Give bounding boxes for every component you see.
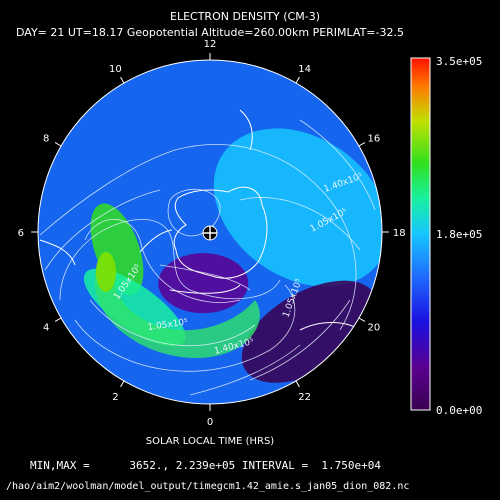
colorbar [410,57,431,411]
local-time-tick [358,142,366,147]
coastline [39,239,76,266]
local-time-label: 0 [207,417,213,428]
coastline [173,186,268,279]
contour-line [89,299,256,347]
contour-line [239,197,361,251]
density-peak [96,252,116,292]
local-time-tick [358,317,366,322]
density-region-dayside-high [213,128,382,287]
local-time-label: 6 [18,228,24,239]
local-time-labels: 12 14 16 18 20 22 0 2 4 6 8 10 [18,39,406,428]
local-time-tick [54,142,62,147]
density-region-polar-cap-low [158,253,249,314]
local-time-tick [120,76,125,84]
local-time-label: 22 [298,392,311,403]
chart-subtitle: DAY= 21 UT=18.17 Geopotential Altitude=2… [16,26,404,39]
local-time-label: 4 [43,323,49,334]
density-field [83,128,382,383]
file-path: /hao/aim2/woolman/model_output/timegcm1.… [6,481,409,492]
contour-line [159,264,251,291]
contour-line [59,219,281,301]
local-time-label: 14 [298,64,311,75]
local-time-tick [54,317,62,322]
local-time-tick [120,380,125,388]
local-time-label: 12 [204,39,217,50]
local-time-tick [295,76,300,84]
minmax-readout: MIN,MAX = 3652., 2.239e+05 INTERVAL = 1.… [30,459,381,472]
chart-title: ELECTRON DENSITY (CM-3) [170,10,320,23]
local-time-label: 10 [109,64,122,75]
contour-line [44,189,161,271]
contour-line [84,218,241,303]
local-time-tick [295,380,300,388]
local-time-label: 2 [112,392,118,403]
pole-marker [202,225,218,241]
contour-line [189,344,301,396]
coastline [239,109,253,151]
local-time-label: 18 [393,228,406,239]
x-axis-label: SOLAR LOCAL TIME (HRS) [146,436,275,447]
contour-line [39,144,357,331]
local-time-label: 8 [43,133,49,144]
coastline [139,229,173,253]
contour-line [299,119,376,211]
coastline [169,284,241,294]
density-region-trough [241,280,378,383]
tongue-of-ionization [94,250,260,359]
contour-line [249,299,351,381]
local-time-label: 16 [367,133,380,144]
colorbar-min-label: 0.0e+00 [436,404,482,417]
contour-line [74,284,296,372]
colorbar-mid-label: 1.8e+05 [436,228,482,241]
colorbar-max-label: 3.5e+05 [436,55,482,68]
local-time-label: 20 [367,323,380,334]
